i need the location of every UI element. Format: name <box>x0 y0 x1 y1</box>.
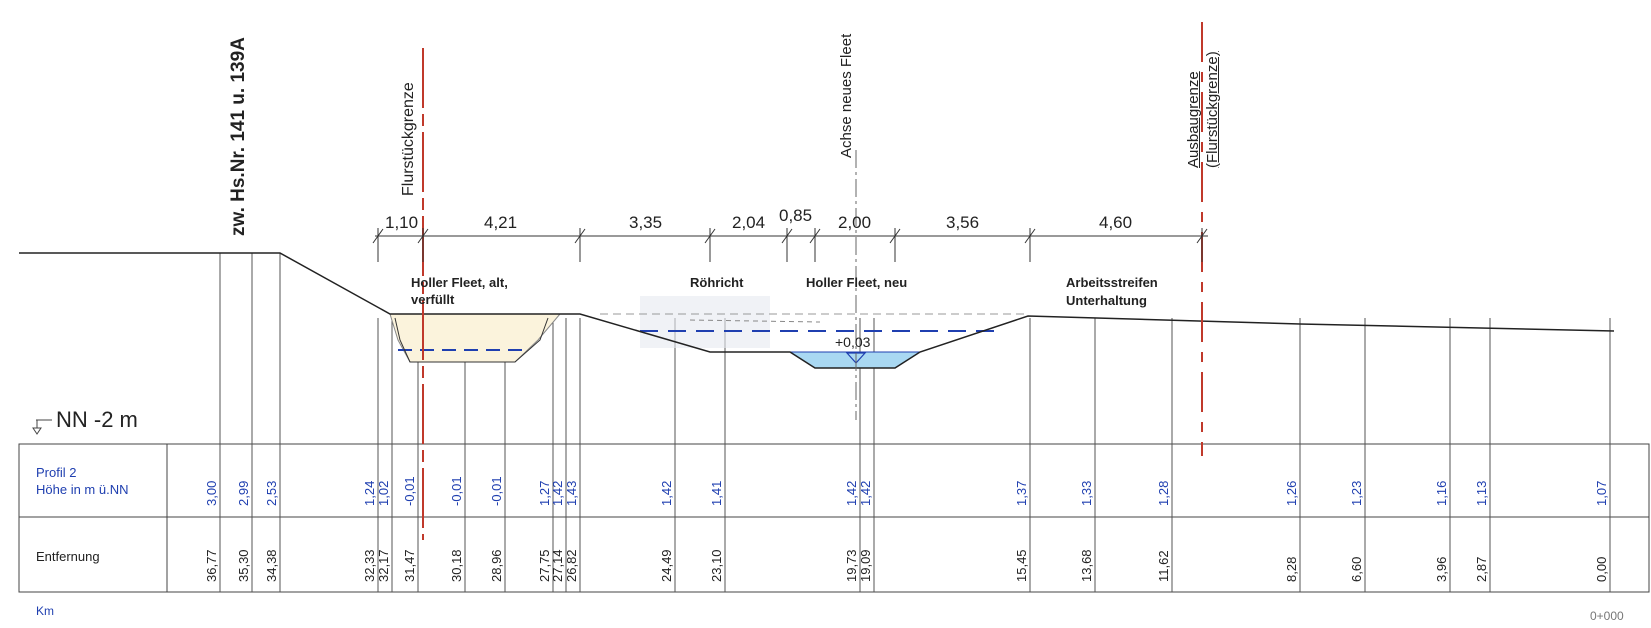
distance-value: 6,60 <box>1349 556 1364 582</box>
distance-value: 36,77 <box>204 549 219 582</box>
datum-marker <box>32 419 52 435</box>
distance-value: 11,62 <box>1156 550 1171 582</box>
height-value: 1,23 <box>1349 480 1364 506</box>
dimension-value: 1,10 <box>385 213 419 232</box>
zone-old-fleet-label-1: Holler Fleet, alt, <box>411 275 508 290</box>
distance-value: 23,10 <box>709 549 724 582</box>
dimension-value: 2,00 <box>838 213 872 232</box>
dimension-value: 2,04 <box>732 213 766 232</box>
distance-value: 31,47 <box>402 549 417 582</box>
height-value: 1,42 <box>550 480 565 506</box>
height-value: 1,37 <box>1014 480 1029 506</box>
distance-value: 13,68 <box>1079 549 1094 582</box>
height-value: 1,16 <box>1434 480 1449 506</box>
water-level-label: +0,03 <box>835 334 871 350</box>
distance-value: 3,96 <box>1434 556 1449 582</box>
distance-value: 2,87 <box>1474 556 1489 582</box>
height-value: 1,42 <box>844 480 859 506</box>
height-value: 1,43 <box>564 480 579 506</box>
height-value: -0,01 <box>402 476 417 506</box>
parcel-border-heading: Flurstückgrenze <box>400 82 417 196</box>
distance-value: 28,96 <box>489 549 504 582</box>
distance-label: Entfernung <box>36 549 100 564</box>
zone-work-strip-label-1: Arbeitsstreifen <box>1066 275 1158 290</box>
height-value: 3,00 <box>204 480 219 506</box>
height-value: 1,26 <box>1284 480 1299 506</box>
distance-value: 0,00 <box>1594 556 1609 582</box>
zone-work-strip-label-2: Unterhaltung <box>1066 293 1147 308</box>
expansion-border-subheading: (Flurstückgrenze) <box>1204 51 1221 168</box>
height-value: -0,01 <box>449 476 464 506</box>
dimension-value: 3,56 <box>946 213 980 232</box>
height-value: 1,13 <box>1474 480 1489 506</box>
expansion-border-heading: Ausbaugrenze <box>1185 71 1202 168</box>
distance-value: 30,18 <box>449 549 464 582</box>
dimension-value: 4,21 <box>484 213 518 232</box>
height-value: 2,53 <box>264 480 279 506</box>
height-value: 1,02 <box>376 480 391 506</box>
axis-new-fleet-heading: Achse neues Fleet <box>838 33 855 158</box>
distance-value: 19,09 <box>858 549 873 582</box>
km-label: Km <box>36 604 54 618</box>
distance-value: 32,33 <box>362 549 377 582</box>
distance-value: 34,38 <box>264 549 279 582</box>
height-value: 1,24 <box>362 480 377 506</box>
ground-line <box>19 252 1615 369</box>
station-lines <box>219 253 1611 592</box>
height-label: Höhe in m ü.NN <box>36 482 129 497</box>
zone-old-fleet-label-2: verfüllt <box>411 292 455 307</box>
old-fleet-fill <box>389 313 562 363</box>
dimension-value: 0,85 <box>779 206 813 225</box>
height-value: 1,33 <box>1079 480 1094 506</box>
dimension-value: 3,35 <box>629 213 663 232</box>
house-numbers-heading: zw. Hs.Nr. 141 u. 139A <box>228 37 249 236</box>
old-fleet-inner-outline <box>394 317 549 363</box>
height-value: 1,41 <box>709 480 724 506</box>
km-value: 0+000 <box>1590 609 1624 623</box>
height-value: 2,99 <box>236 480 251 506</box>
reed-zone <box>640 296 770 348</box>
distance-value: 24,49 <box>659 549 674 582</box>
profile-label: Profil 2 <box>36 465 77 480</box>
distance-value: 15,45 <box>1014 549 1029 582</box>
zone-reed-label: Röhricht <box>690 275 744 290</box>
distance-row-frame <box>18 516 1650 593</box>
height-value: 1,42 <box>659 480 674 506</box>
dimension-value: 4,60 <box>1099 213 1133 232</box>
height-value: 1,07 <box>1594 480 1609 506</box>
distance-value: 32,17 <box>376 549 391 582</box>
distance-value: 26,82 <box>564 549 579 582</box>
inner-dashed-level <box>689 319 821 323</box>
distance-value: 35,30 <box>236 549 251 582</box>
datum-label: NN -2 m <box>56 407 138 432</box>
height-value: 1,42 <box>858 480 873 506</box>
new-fleet-water <box>788 351 922 369</box>
distance-value: 27,14 <box>550 549 565 582</box>
height-value: -0,01 <box>489 476 504 506</box>
height-value: 1,28 <box>1156 480 1171 506</box>
dimension-chain <box>372 228 1208 262</box>
zone-new-fleet-label: Holler Fleet, neu <box>806 275 908 290</box>
distance-value: 19,73 <box>844 549 859 582</box>
distance-value: 8,28 <box>1284 556 1299 582</box>
profile-table <box>18 443 1650 593</box>
